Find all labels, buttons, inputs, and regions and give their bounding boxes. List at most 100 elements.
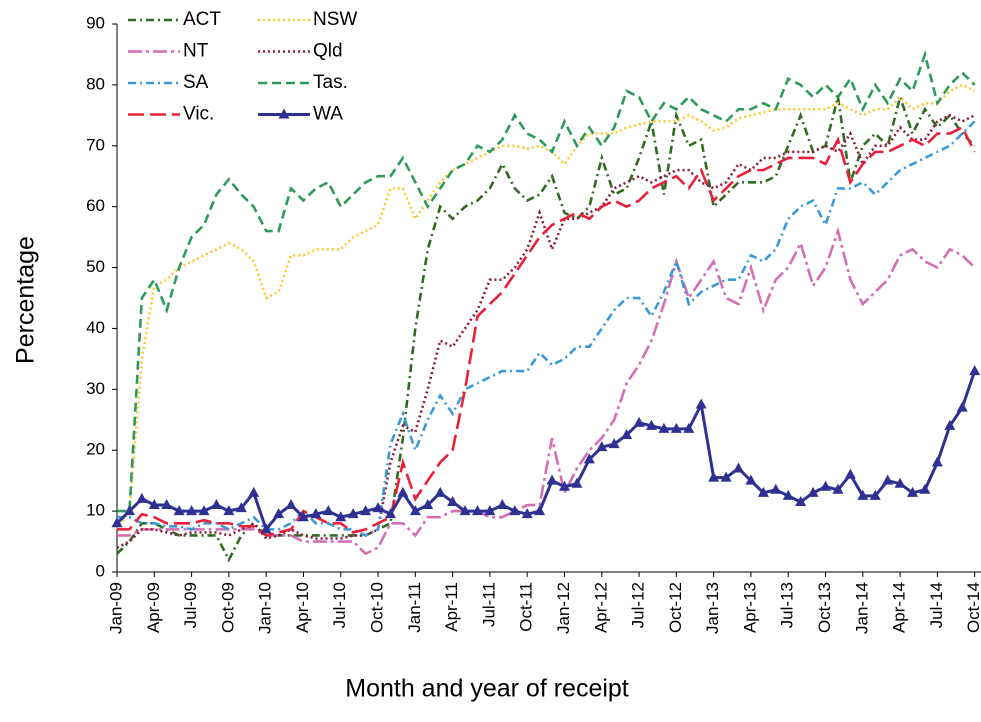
marker <box>645 419 657 430</box>
series-line <box>117 226 976 556</box>
y-axis-title: Percentage <box>12 236 40 364</box>
series-line <box>117 120 976 537</box>
marker <box>360 505 372 516</box>
marker <box>223 505 235 516</box>
marker <box>596 441 608 452</box>
x-tick-label: Apr-11 <box>442 582 461 632</box>
marker <box>210 499 222 510</box>
marker <box>447 495 459 506</box>
marker <box>372 502 384 513</box>
marker <box>111 517 123 528</box>
marker <box>136 492 148 503</box>
marker <box>658 422 670 433</box>
y-tick-label: 90 <box>86 13 105 32</box>
marker <box>956 401 968 412</box>
series-line <box>117 49 976 513</box>
marker <box>471 505 483 516</box>
series-line <box>115 370 977 533</box>
marker <box>931 456 943 467</box>
x-tick-label: Jan-09 <box>106 582 125 634</box>
marker <box>820 480 832 491</box>
legend-label: Tas. <box>313 72 348 93</box>
y-tick-label: 30 <box>86 379 105 398</box>
marker <box>745 474 757 485</box>
marker <box>733 462 744 473</box>
marker <box>670 422 682 433</box>
x-tick-label: Jul-09 <box>181 582 200 628</box>
marker <box>297 511 309 522</box>
y-tick-label: 80 <box>86 74 105 93</box>
legend-label: ACT <box>183 9 221 30</box>
marker <box>148 499 160 510</box>
legend-label: SA <box>183 72 209 93</box>
legend-label: Vic. <box>183 104 214 125</box>
series-line <box>116 92 976 563</box>
x-tick-label: Jan-11 <box>405 582 424 633</box>
marker <box>484 505 496 516</box>
marker <box>496 499 508 510</box>
marker <box>621 429 633 439</box>
marker <box>571 477 583 488</box>
marker <box>882 474 894 485</box>
marker <box>260 523 272 534</box>
marker <box>384 508 396 519</box>
marker <box>422 499 434 510</box>
x-tick-label: Apr-10 <box>293 582 312 633</box>
marker <box>633 416 645 427</box>
legend-label: WA <box>313 104 343 125</box>
x-tick-label: Oct-10 <box>368 582 387 633</box>
marker <box>807 486 819 497</box>
x-tick-label: Oct-12 <box>666 582 685 633</box>
marker <box>857 489 869 500</box>
marker <box>285 499 297 510</box>
series-line <box>116 113 976 549</box>
x-tick-label: Jan-14 <box>852 582 871 634</box>
marker <box>509 505 521 516</box>
marker <box>248 486 260 497</box>
legend-label: NSW <box>313 9 357 30</box>
y-tick-label: 40 <box>86 318 105 337</box>
x-tick-label: Oct-14 <box>964 582 981 633</box>
marker <box>795 495 807 506</box>
x-tick-label: Jul-11 <box>479 582 498 627</box>
series-line <box>117 125 976 537</box>
x-axis-title: Month and year of receipt <box>345 675 629 703</box>
marker <box>869 489 881 500</box>
y-tick-label: 70 <box>86 135 105 154</box>
x-tick-label: Apr-09 <box>144 582 163 633</box>
marker <box>198 505 210 516</box>
x-tick-label: Jul-10 <box>330 582 349 628</box>
y-tick-label: 20 <box>86 440 105 459</box>
series-line <box>115 83 976 531</box>
legend-marker <box>278 108 290 119</box>
legend-label: NT <box>183 41 209 62</box>
marker <box>894 477 906 488</box>
y-tick-label: 10 <box>86 501 105 520</box>
marker <box>322 505 334 516</box>
marker <box>409 505 421 516</box>
y-tick-label: 0 <box>96 561 105 580</box>
marker <box>770 483 782 494</box>
marker <box>347 508 359 519</box>
marker <box>186 505 198 516</box>
marker <box>310 508 322 519</box>
x-tick-label: Jul-13 <box>778 582 797 628</box>
marker <box>546 474 558 485</box>
marker <box>919 483 931 494</box>
marker <box>695 398 707 409</box>
y-tick-label: 60 <box>86 196 105 215</box>
x-tick-label: Apr-12 <box>591 582 610 633</box>
x-tick-label: Jan-10 <box>256 582 275 634</box>
marker <box>521 508 533 519</box>
marker <box>434 486 446 497</box>
marker <box>757 486 769 497</box>
y-tick-label: 50 <box>86 257 105 276</box>
marker <box>583 453 595 464</box>
marker <box>907 486 919 497</box>
x-tick-label: Jul-14 <box>927 582 946 628</box>
x-tick-label: Apr-13 <box>740 582 759 633</box>
marker <box>944 419 956 430</box>
marker <box>683 422 695 433</box>
marker <box>173 505 185 516</box>
x-tick-label: Jan-13 <box>703 582 722 634</box>
